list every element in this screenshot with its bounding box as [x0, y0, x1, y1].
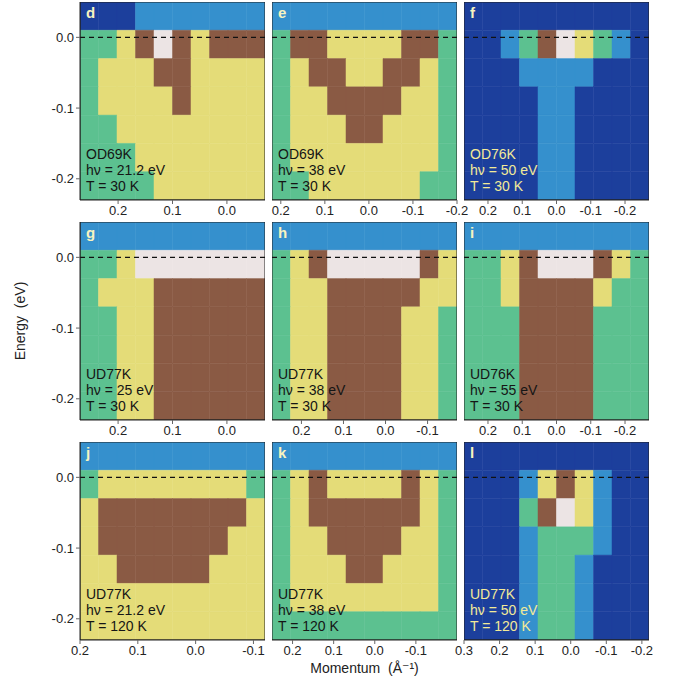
svg-text:-0.1: -0.1 [52, 321, 74, 336]
html-text:hν = 38 eV: hν = 38 eV [278, 382, 346, 398]
html-text:UD77K: UD77K [278, 586, 324, 602]
svg-text:0.0: 0.0 [376, 423, 394, 438]
svg-text:0.1: 0.1 [316, 203, 334, 218]
svg-text:0.1: 0.1 [163, 423, 181, 438]
svg-text:-0.1: -0.1 [242, 643, 264, 658]
svg-text:-0.1: -0.1 [416, 423, 438, 438]
html-text:hν = 38 eV: hν = 38 eV [278, 602, 346, 618]
html-text:T = 120 K: T = 120 K [470, 618, 531, 634]
svg-text:0.3: 0.3 [455, 643, 473, 658]
svg-text:0.2: 0.2 [479, 423, 497, 438]
svg-text:0.0: 0.0 [547, 423, 565, 438]
svg-text:-0.1: -0.1 [52, 101, 74, 116]
html-text:Momentum (Å⁻¹): Momentum (Å⁻¹) [310, 660, 419, 676]
svg-text:0.0: 0.0 [218, 423, 236, 438]
html-text:Energy (eV): Energy (eV) [12, 281, 28, 361]
svg-text:-0.1: -0.1 [52, 541, 74, 556]
html-text:T = 30 K: T = 30 K [470, 178, 524, 194]
html-text:T = 30 K: T = 30 K [470, 398, 524, 414]
svg-text:0.0: 0.0 [562, 643, 580, 658]
html-text:hν = 21.2 eV: hν = 21.2 eV [86, 162, 165, 178]
html-text:T = 30 K: T = 30 K [86, 398, 140, 414]
html-text:k: k [278, 444, 287, 461]
svg-text:0.2: 0.2 [479, 203, 497, 218]
svg-text:-0.2: -0.2 [52, 171, 74, 186]
svg-text:0.0: 0.0 [56, 470, 74, 485]
html-text:l: l [470, 444, 475, 461]
svg-text:0.2: 0.2 [491, 643, 509, 658]
svg-text:-0.1: -0.1 [595, 643, 617, 658]
html-text:hν = 21.2 eV: hν = 21.2 eV [86, 602, 165, 618]
svg-text:-0.1: -0.1 [402, 203, 424, 218]
svg-text:0.0: 0.0 [218, 203, 236, 218]
html-text:OD69K: OD69K [86, 146, 132, 162]
svg-text:0.2: 0.2 [272, 203, 290, 218]
svg-text:0.1: 0.1 [129, 643, 147, 658]
html-text:T = 30 K: T = 30 K [278, 398, 332, 414]
html-text:h: h [278, 224, 288, 241]
svg-text:0.2: 0.2 [71, 643, 89, 658]
svg-text:0.1: 0.1 [513, 203, 531, 218]
svg-text:-0.2: -0.2 [614, 203, 636, 218]
html-text:OD69K: OD69K [278, 146, 324, 162]
svg-text:0.1: 0.1 [163, 203, 181, 218]
html-text:hν = 25 eV: hν = 25 eV [86, 382, 154, 398]
svg-text:0.0: 0.0 [360, 203, 378, 218]
html-text:UD77K: UD77K [278, 366, 324, 382]
html-text:j: j [86, 444, 91, 461]
html-text:UD77K: UD77K [86, 366, 132, 382]
html-text:i: i [470, 224, 475, 241]
svg-text:0.0: 0.0 [366, 643, 384, 658]
svg-text:-0.2: -0.2 [614, 423, 636, 438]
svg-text:0.1: 0.1 [334, 423, 352, 438]
svg-text:0.2: 0.2 [109, 203, 127, 218]
svg-text:0.2: 0.2 [292, 423, 310, 438]
html-text:T = 30 K: T = 30 K [278, 178, 332, 194]
svg-text:0.1: 0.1 [325, 643, 343, 658]
svg-text:-0.2: -0.2 [52, 611, 74, 626]
html-text:hν = 38 eV: hν = 38 eV [278, 162, 346, 178]
html-text:d: d [86, 4, 96, 21]
html-text:OD76K: OD76K [470, 146, 516, 162]
svg-text:-0.1: -0.1 [580, 423, 602, 438]
svg-text:-0.2: -0.2 [631, 643, 653, 658]
svg-text:0.0: 0.0 [56, 30, 74, 45]
html-text:hν = 50 eV: hν = 50 eV [470, 162, 538, 178]
html-text:UD77K: UD77K [470, 586, 516, 602]
html-text:UD77K: UD77K [86, 586, 132, 602]
svg-text:-0.2: -0.2 [52, 391, 74, 406]
svg-text:0.1: 0.1 [513, 423, 531, 438]
html-text:hν = 55 eV: hν = 55 eV [470, 382, 538, 398]
html-text:f: f [470, 4, 475, 21]
svg-text:0.0: 0.0 [56, 250, 74, 265]
svg-text:-0.1: -0.1 [580, 203, 602, 218]
html-text:T = 120 K: T = 120 K [86, 618, 147, 634]
html-text:UD76K: UD76K [470, 366, 516, 382]
svg-text:0.0: 0.0 [547, 203, 565, 218]
svg-text:0.2: 0.2 [284, 643, 302, 658]
html-text:T = 120 K: T = 120 K [278, 618, 339, 634]
svg-text:0.2: 0.2 [109, 423, 127, 438]
svg-text:-0.2: -0.2 [446, 203, 468, 218]
html-text:T = 30 K: T = 30 K [86, 178, 140, 194]
svg-text:0.0: 0.0 [187, 643, 205, 658]
html-text:hν = 50 eV: hν = 50 eV [470, 602, 538, 618]
svg-text:-0.1: -0.1 [405, 643, 427, 658]
html-text:g: g [86, 224, 96, 241]
svg-text:0.1: 0.1 [526, 643, 544, 658]
html-text:e: e [278, 4, 287, 21]
